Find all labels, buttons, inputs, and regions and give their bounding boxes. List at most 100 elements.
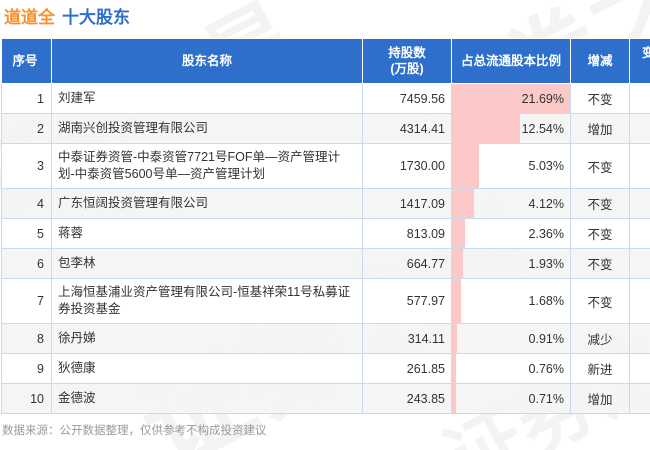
column-header-delta-line1: 变动股数 xyxy=(641,46,650,60)
ratio-value: 4.12% xyxy=(528,196,564,211)
cell-holder-name: 狄德康 xyxy=(51,353,363,384)
cell-index: 8 xyxy=(1,323,52,354)
table-header: 序号 股东名称 持股数 (万股) 占总流通股本比例 增减 变动股数 (万股) xyxy=(1,38,650,84)
ratio-value: 0.71% xyxy=(528,391,564,406)
ratio-bar xyxy=(452,114,521,143)
cell-index: 1 xyxy=(1,83,52,114)
cell-shares: 243.85 xyxy=(362,383,452,414)
cell-delta-shares: 0.00 xyxy=(629,248,650,279)
column-header-shares: 持股数 (万股) xyxy=(362,38,452,84)
cell-index: 2 xyxy=(1,113,52,144)
ratio-bar xyxy=(452,144,480,188)
ratio-value: 1.93% xyxy=(528,256,564,271)
cell-change-direction: 不变 xyxy=(570,278,630,324)
cell-ratio: 12.54% xyxy=(451,113,571,144)
cell-ratio: 21.69% xyxy=(451,83,571,114)
cell-ratio: 0.91% xyxy=(451,323,571,354)
cell-ratio: 1.93% xyxy=(451,248,571,279)
cell-shares: 261.85 xyxy=(362,353,452,384)
cell-change-direction: 不变 xyxy=(570,143,630,189)
cell-ratio: 0.71% xyxy=(451,383,571,414)
cell-change-direction: 不变 xyxy=(570,218,630,249)
cell-change-direction: 增加 xyxy=(570,113,630,144)
cell-shares: 7459.56 xyxy=(362,83,452,114)
ratio-value: 0.76% xyxy=(528,361,564,376)
cell-delta-shares: 0.00 xyxy=(629,218,650,249)
cell-change-direction: 增加 xyxy=(570,383,630,414)
ratio-bar xyxy=(452,219,465,248)
top-holders-table: 序号 股东名称 持股数 (万股) 占总流通股本比例 增减 变动股数 (万股) 1… xyxy=(1,38,650,414)
cell-change-direction: 不变 xyxy=(570,188,630,219)
cell-ratio: 0.76% xyxy=(451,353,571,384)
column-header-shares-line2: (万股) xyxy=(390,62,424,76)
cell-index: 6 xyxy=(1,248,52,279)
cell-holder-name: 刘建军 xyxy=(51,83,363,114)
cell-delta-shares: 12.96 xyxy=(629,383,650,414)
cell-holder-name: 蒋蓉 xyxy=(51,218,363,249)
cell-index: 7 xyxy=(1,278,52,324)
cell-shares: 664.77 xyxy=(362,248,452,279)
ratio-value: 1.68% xyxy=(528,294,564,308)
cell-holder-name: 中泰证券资管-中泰资管7721号FOF单—资产管理计划-中泰资管5600号单—资… xyxy=(51,143,363,189)
cell-holder-name: 包李林 xyxy=(51,248,363,279)
column-header-name: 股东名称 xyxy=(51,38,363,84)
column-header-ratio: 占总流通股本比例 xyxy=(451,38,571,84)
ratio-bar xyxy=(452,384,456,413)
cell-shares: 1730.00 xyxy=(362,143,452,189)
cell-delta-shares: 0.00 xyxy=(629,83,650,114)
cell-index: 10 xyxy=(1,383,52,414)
cell-holder-name: 金德波 xyxy=(51,383,363,414)
cell-delta-shares: 0.00 xyxy=(629,188,650,219)
cell-ratio: 2.36% xyxy=(451,218,571,249)
ratio-value: 12.54% xyxy=(521,121,564,136)
cell-change-direction: 减少 xyxy=(570,323,630,354)
cell-delta-shares: 261.85 xyxy=(629,353,650,384)
cell-index: 9 xyxy=(1,353,52,384)
ratio-bar xyxy=(452,324,457,353)
data-source-note: 数据来源：公开数据整理，仅供参考不构成投资建议 xyxy=(2,425,267,437)
ratio-value: 5.03% xyxy=(528,159,564,173)
cell-index: 5 xyxy=(1,218,52,249)
cell-index: 4 xyxy=(1,188,52,219)
cell-shares: 1417.09 xyxy=(362,188,452,219)
column-header-change: 增减 xyxy=(570,38,630,84)
ratio-bar xyxy=(452,249,463,278)
cell-holder-name: 徐丹娣 xyxy=(51,323,363,354)
cell-holder-name: 上海恒基浦业资产管理有限公司-恒基祥荣11号私募证券投资基金 xyxy=(51,278,363,324)
stock-name: 道道全 xyxy=(4,8,55,27)
cell-change-direction: 不变 xyxy=(570,83,630,114)
table-body: 1刘建军7459.5621.69%不变0.002湖南兴创投资管理有限公司4314… xyxy=(1,83,650,414)
ratio-bar xyxy=(452,279,462,323)
page-title-suffix: 十大股东 xyxy=(62,8,130,27)
table-header-row: 序号 股东名称 持股数 (万股) 占总流通股本比例 增减 变动股数 (万股) xyxy=(1,38,650,84)
cell-ratio: 4.12% xyxy=(451,188,571,219)
cell-holder-name: 广东恒阔投资管理有限公司 xyxy=(51,188,363,219)
cell-change-direction: 不变 xyxy=(570,248,630,279)
cell-ratio: 1.68% xyxy=(451,278,571,324)
column-header-delta: 变动股数 (万股) xyxy=(629,38,650,84)
cell-delta-shares: 0.00 xyxy=(629,143,650,189)
cell-shares: 577.97 xyxy=(362,278,452,324)
cell-index: 3 xyxy=(1,143,52,189)
cell-change-direction: 新进 xyxy=(570,353,630,384)
cell-delta-shares: 215.66 xyxy=(629,113,650,144)
ratio-value: 0.91% xyxy=(528,331,564,346)
ratio-value: 2.36% xyxy=(528,226,564,241)
ratio-bar xyxy=(452,84,570,113)
ratio-value: 21.69% xyxy=(521,91,564,106)
column-header-shares-line1: 持股数 xyxy=(388,46,426,60)
cell-shares: 4314.41 xyxy=(362,113,452,144)
ratio-bar xyxy=(452,354,457,383)
cell-delta-shares: -19.01 xyxy=(629,323,650,354)
table-row: 7 上海恒基浦业资产管理有限公司-恒基祥荣11号私募证券投资基金 577.97 1.6… xyxy=(1,278,650,324)
cell-shares: 314.11 xyxy=(362,323,452,354)
cell-ratio: 5.03% xyxy=(451,143,571,189)
